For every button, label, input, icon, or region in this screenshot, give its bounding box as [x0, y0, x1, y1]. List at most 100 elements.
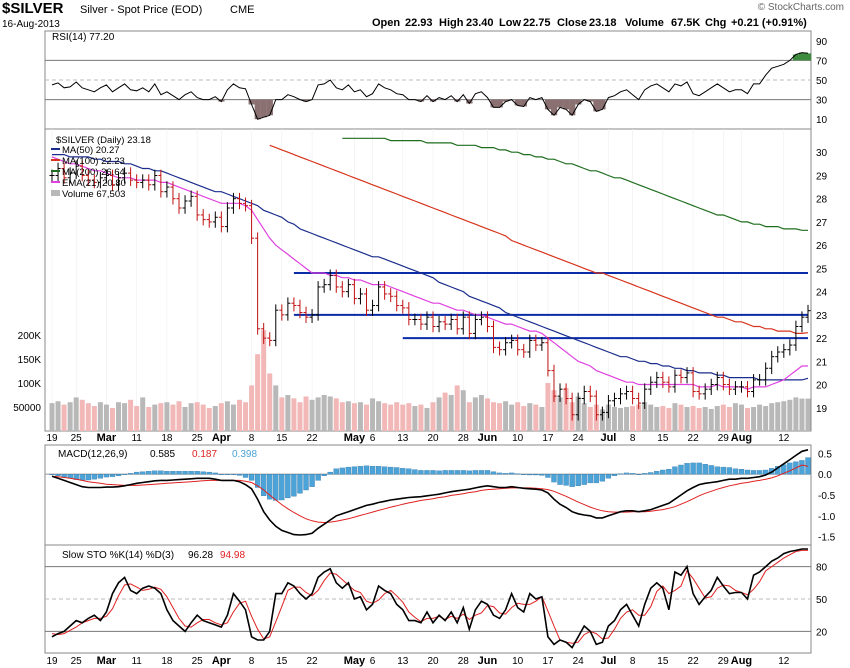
volume-bar	[672, 403, 678, 431]
macd-histogram-bar	[448, 470, 454, 475]
rsi-tick-label: 50	[816, 76, 828, 87]
macd-histogram-bar	[109, 474, 116, 477]
macd-signal-line	[51, 464, 809, 524]
legend-ma200-swatch	[51, 170, 60, 172]
macd-histogram-bar	[188, 471, 194, 475]
macd-histogram-bar	[206, 471, 212, 475]
volume-bar	[472, 397, 478, 431]
rsi-oversold-fill	[550, 99, 558, 116]
date-tick-label-bottom: 6	[370, 656, 376, 667]
macd-histogram-bar	[678, 464, 684, 475]
date-tick-label-top: 20	[427, 433, 439, 444]
axis-labels-layer: 19 20 21 22 23 24 25 26 27 28 29 30 200K 150K 100K 5000…	[13, 37, 835, 667]
volume-bar	[660, 406, 666, 431]
volume-bar	[478, 395, 484, 431]
price-tick-label: 27	[816, 218, 828, 229]
volume-bar	[134, 406, 140, 431]
date-tick-label-top: 11	[131, 433, 142, 444]
volume-bar	[61, 404, 67, 431]
macd-histogram-bar	[363, 465, 370, 475]
date-tick-label-top: 22	[688, 433, 700, 444]
rsi-line	[51, 52, 809, 120]
volume-bar	[230, 404, 236, 431]
volume-bar	[581, 403, 587, 431]
macd-histogram-bar	[521, 474, 527, 475]
macd-histogram-bar	[91, 474, 97, 480]
volume-bar	[448, 395, 454, 431]
volume-bar	[370, 398, 376, 431]
rsi-oversold-fill	[466, 99, 473, 104]
macd-histogram-bar	[194, 471, 200, 475]
legend-ema21: EMA(21) 20.80	[62, 178, 126, 189]
date-tick-label-top: Jun	[478, 432, 498, 444]
rsi-oversold-fill	[520, 99, 527, 107]
date-tick-label-bottom: Jun	[478, 655, 498, 667]
volume-bar	[122, 403, 128, 431]
volume-bar	[345, 401, 351, 431]
volume-bar	[152, 404, 158, 431]
volume-bar	[466, 402, 472, 431]
price-bars-layer	[49, 160, 811, 421]
macd-histogram-bar	[351, 466, 358, 475]
macd-histogram-bar	[85, 474, 91, 481]
macd-histogram-bar	[672, 466, 678, 475]
rsi-oversold-fill	[490, 99, 497, 108]
macd-tick-label: -1.0	[818, 512, 836, 523]
macd-histogram-bar	[182, 471, 188, 475]
volume-bar	[769, 403, 775, 431]
volume-bar	[194, 402, 200, 431]
macd-histogram-bar	[756, 470, 763, 475]
volume-bar	[484, 398, 490, 431]
macd-histogram-bar	[636, 474, 642, 475]
date-tick-label-bottom: 13	[397, 656, 409, 667]
legend-ma100: MA(100) 22.23	[62, 156, 125, 167]
macd-histogram-bar	[309, 474, 315, 487]
volume-bar	[224, 401, 230, 431]
macd-histogram-bar	[478, 470, 485, 475]
open-value: 22.93	[405, 17, 433, 29]
price-tick-label: 28	[816, 195, 828, 206]
macd-histogram-bar	[629, 473, 636, 475]
date-tick-label-bottom: 15	[657, 656, 669, 667]
date-tick-label-bottom: 22	[688, 656, 700, 667]
macd-histogram-bar	[267, 474, 273, 500]
volume-bar	[630, 406, 636, 431]
rsi-oversold-fill	[260, 99, 267, 118]
sto-k-value: 96.28	[188, 550, 213, 561]
macd-histogram-bar	[799, 460, 805, 475]
volume-bar	[182, 407, 188, 431]
macd-histogram-bar	[702, 464, 708, 475]
macd-histogram-bar	[460, 470, 466, 475]
date-tick-label-top: 25	[71, 433, 83, 444]
macd-histogram-bar	[291, 474, 297, 497]
date-tick-label-bottom: 22	[307, 656, 319, 667]
price-tick-label: 21	[816, 357, 828, 368]
date-tick-label-bottom: 18	[161, 656, 173, 667]
rsi-oversold-fill	[587, 99, 594, 102]
macd-histogram-bar	[533, 474, 539, 476]
volume-bar	[708, 408, 714, 431]
macd-histogram-bar	[212, 472, 218, 475]
macd-histogram-bar	[297, 474, 303, 494]
price-tick-label: 20	[816, 381, 828, 392]
macd-histogram-bar	[418, 470, 424, 475]
date-tick-label-top: May	[344, 432, 366, 444]
date-tick-label-top: 28	[458, 433, 470, 444]
volume-bar	[85, 403, 91, 431]
macd-histogram-bar	[97, 474, 104, 479]
rsi-oversold-fill	[254, 99, 261, 120]
volume-bar	[243, 402, 249, 431]
volume-bar	[206, 407, 212, 431]
exchange: CME	[230, 4, 254, 16]
date-tick-label-top: Apr	[212, 432, 232, 444]
rsi-overbought-fill	[805, 53, 812, 61]
volume-bar	[212, 406, 218, 431]
rsi-oversold-fill	[417, 99, 425, 102]
volume-bar	[388, 404, 394, 431]
macd-histogram-bar	[714, 466, 720, 475]
macd-histogram-bar	[442, 470, 448, 475]
macd-histogram-bar	[400, 468, 406, 475]
macd-histogram-bar	[732, 468, 739, 475]
macd-histogram-bar	[164, 471, 170, 475]
macd-histogram-bar	[261, 474, 267, 496]
